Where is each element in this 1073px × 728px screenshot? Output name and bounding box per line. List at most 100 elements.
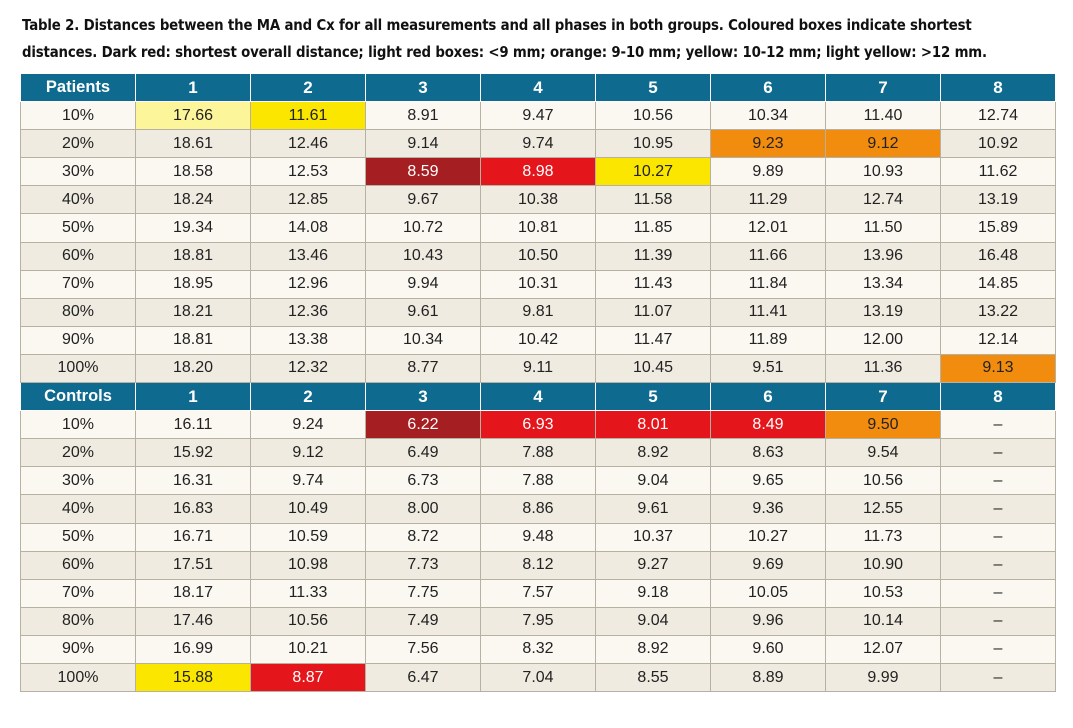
table-row: 90% 16.99 10.21 7.56 8.32 8.92 9.60 12.07–: [20, 634, 1056, 664]
value-cell: 10.98: [250, 550, 366, 580]
value-cell: 8.55: [595, 662, 711, 693]
column-header: 8: [940, 382, 1056, 412]
phase-cell: 70%: [20, 269, 136, 299]
value-cell: 13.19: [825, 297, 941, 327]
value-cell: 16.31: [135, 466, 251, 496]
value-cell: 9.96: [710, 606, 826, 636]
phase-cell: 20%: [20, 129, 136, 159]
value-cell: –: [940, 550, 1056, 580]
value-cell: 9.54: [825, 438, 941, 468]
value-cell: 10.50: [480, 241, 596, 271]
value-cell: 6.73: [365, 466, 481, 496]
value-cell: 11.43: [595, 269, 711, 299]
value-cell: 6.22: [365, 410, 481, 440]
table-row: 80% 18.21 12.36 9.61 9.81 11.07 11.41 13.19 13.2…: [20, 297, 1056, 327]
value-cell: 11.41: [710, 297, 826, 327]
table-caption: Table 2. Distances between the MA and Cx…: [22, 12, 987, 66]
value-cell: 16.99: [135, 634, 251, 664]
value-cell: 8.92: [595, 438, 711, 468]
value-cell: 9.04: [595, 466, 711, 496]
value-cell: 13.96: [825, 241, 941, 271]
value-cell: 8.98: [480, 157, 596, 187]
column-header: 5: [595, 72, 711, 103]
column-header: 3: [365, 72, 481, 103]
value-cell: 9.74: [480, 129, 596, 159]
value-cell: 8.89: [710, 662, 826, 693]
value-cell: 9.61: [365, 297, 481, 327]
value-cell: 9.04: [595, 606, 711, 636]
phase-cell: 100%: [20, 353, 136, 384]
table-row: 50% 16.71 10.59 8.72 9.48 10.37 10.27 11.73–: [20, 522, 1056, 552]
value-cell: 7.75: [365, 578, 481, 608]
phase-cell: 30%: [20, 466, 136, 496]
phase-cell: 50%: [20, 522, 136, 552]
value-cell: 15.88: [135, 662, 251, 693]
value-cell: 11.40: [825, 101, 941, 131]
value-cell: 19.34: [135, 213, 251, 243]
value-cell: 18.24: [135, 185, 251, 215]
column-header: 2: [250, 72, 366, 103]
value-cell: –: [940, 522, 1056, 552]
value-cell: 17.51: [135, 550, 251, 580]
value-cell: 6.93: [480, 410, 596, 440]
value-cell: –: [940, 438, 1056, 468]
value-cell: 9.89: [710, 157, 826, 187]
value-cell: 10.21: [250, 634, 366, 664]
value-cell: 10.31: [480, 269, 596, 299]
value-cell: 9.12: [250, 438, 366, 468]
value-cell: 13.34: [825, 269, 941, 299]
value-cell: 11.50: [825, 213, 941, 243]
value-cell: 17.46: [135, 606, 251, 636]
table-row: 100% 18.20 12.32 8.77 9.11 10.45 9.51 11.36 9.13: [20, 353, 1056, 384]
value-cell: 9.12: [825, 129, 941, 159]
column-header: 3: [365, 382, 481, 412]
value-cell: 18.81: [135, 241, 251, 271]
value-cell: 7.56: [365, 634, 481, 664]
value-cell: 10.05: [710, 578, 826, 608]
caption-line-1: Table 2. Distances between the MA and Cx…: [22, 16, 972, 34]
value-cell: 6.47: [365, 662, 481, 693]
value-cell: 12.85: [250, 185, 366, 215]
value-cell: 9.36: [710, 494, 826, 524]
value-cell: 12.96: [250, 269, 366, 299]
column-header: 7: [825, 72, 941, 103]
value-cell: –: [940, 634, 1056, 664]
value-cell: 9.14: [365, 129, 481, 159]
value-cell: 9.48: [480, 522, 596, 552]
value-cell: 10.14: [825, 606, 941, 636]
value-cell: 8.59: [365, 157, 481, 187]
value-cell: 13.46: [250, 241, 366, 271]
value-cell: 11.89: [710, 325, 826, 355]
group-header-row: Controls 1 2 3 4 5 6 7 8: [20, 382, 1056, 412]
column-header: 7: [825, 382, 941, 412]
column-header: 4: [480, 72, 596, 103]
value-cell: 12.01: [710, 213, 826, 243]
value-cell: 11.73: [825, 522, 941, 552]
caption-line-2: distances. Dark red: shortest overall di…: [22, 43, 987, 61]
value-cell: 8.77: [365, 353, 481, 384]
value-cell: 7.73: [365, 550, 481, 580]
phase-cell: 90%: [20, 634, 136, 664]
value-cell: 7.49: [365, 606, 481, 636]
phase-cell: 90%: [20, 325, 136, 355]
value-cell: 9.47: [480, 101, 596, 131]
value-cell: 11.61: [250, 101, 366, 131]
value-cell: 18.21: [135, 297, 251, 327]
value-cell: 10.49: [250, 494, 366, 524]
value-cell: 16.11: [135, 410, 251, 440]
value-cell: 12.36: [250, 297, 366, 327]
value-cell: 9.23: [710, 129, 826, 159]
value-cell: 12.74: [940, 101, 1056, 131]
value-cell: –: [940, 494, 1056, 524]
value-cell: 12.07: [825, 634, 941, 664]
value-cell: –: [940, 410, 1056, 440]
column-header: 6: [710, 382, 826, 412]
value-cell: 11.85: [595, 213, 711, 243]
value-cell: 8.92: [595, 634, 711, 664]
value-cell: 10.27: [595, 157, 711, 187]
value-cell: 6.49: [365, 438, 481, 468]
table-row: 20% 15.92 9.12 6.49 7.88 8.92 8.63 9.54–: [20, 438, 1056, 468]
phase-cell: 40%: [20, 494, 136, 524]
value-cell: 10.43: [365, 241, 481, 271]
value-cell: 8.91: [365, 101, 481, 131]
